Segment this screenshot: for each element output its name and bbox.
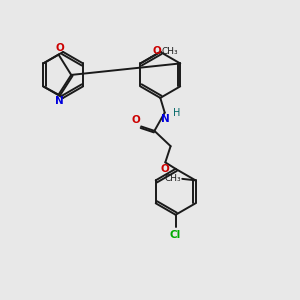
Text: N: N	[161, 114, 170, 124]
Text: O: O	[56, 44, 64, 53]
Text: H: H	[173, 108, 180, 118]
Text: N: N	[56, 96, 64, 106]
Text: Cl: Cl	[170, 230, 181, 239]
Text: CH₃: CH₃	[164, 174, 181, 183]
Text: CH₃: CH₃	[162, 47, 178, 56]
Text: O: O	[131, 115, 140, 125]
Text: O: O	[152, 46, 161, 56]
Text: O: O	[160, 164, 169, 173]
